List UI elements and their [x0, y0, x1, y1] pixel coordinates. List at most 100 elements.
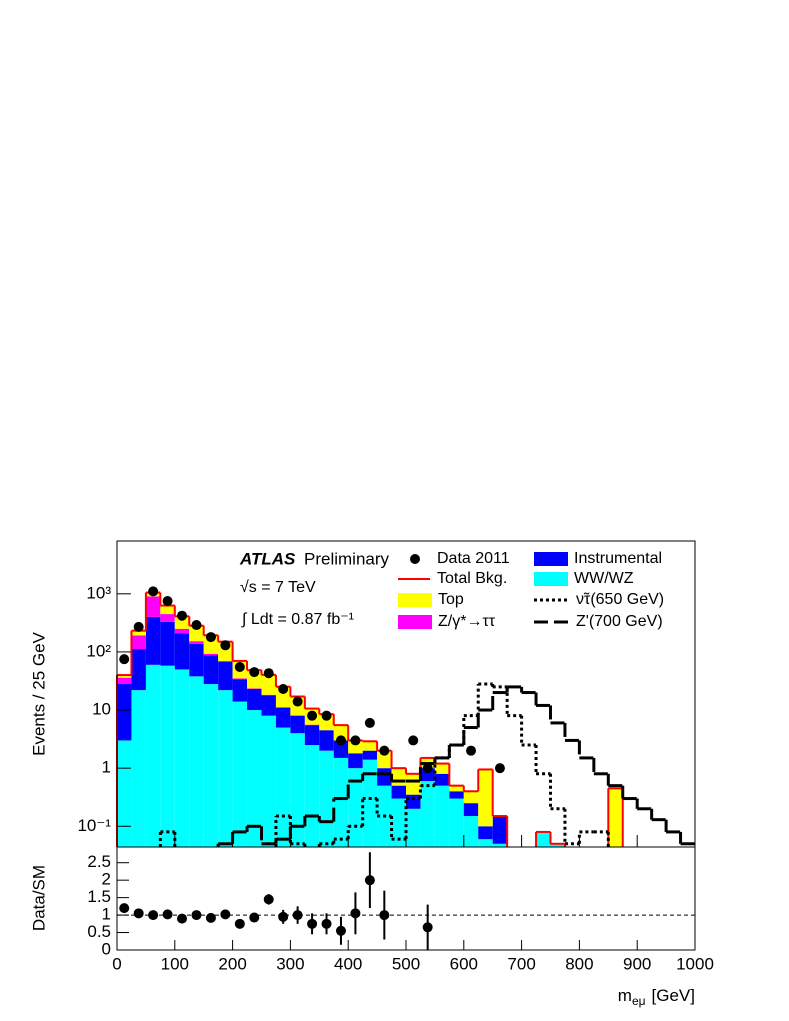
- ratio-y-tick-label: 2.5: [87, 852, 111, 871]
- legend-label: WW/WZ: [574, 570, 634, 587]
- stack-segment: [449, 791, 464, 799]
- stack-segment: [218, 662, 233, 691]
- ratio-point: [307, 918, 318, 929]
- stack-segment: [189, 625, 204, 642]
- stack-segment: [420, 781, 435, 847]
- stack-segment: [391, 768, 406, 786]
- stack-segment: [189, 676, 204, 847]
- ratio-point: [205, 912, 216, 923]
- stack-segment: [117, 677, 132, 685]
- data-point: [422, 763, 433, 774]
- y-tick-label: 10³: [86, 583, 111, 602]
- stack-segment: [145, 616, 161, 665]
- legend-label: Total Bkg.: [437, 570, 507, 587]
- x-tick-label: 1000: [676, 954, 714, 973]
- y-tick-label: 10⁻¹: [77, 816, 111, 835]
- y-tick-label: 1: [102, 758, 111, 777]
- ratio-point: [249, 912, 260, 923]
- experiment: ATLAS: [239, 549, 296, 568]
- data-point: [220, 640, 231, 651]
- stack-segment: [275, 707, 291, 728]
- data-point: [133, 621, 144, 632]
- stack-segment: [449, 785, 464, 792]
- status: Preliminary: [304, 549, 390, 568]
- stack-segment: [463, 791, 479, 804]
- legend-marker: [398, 593, 432, 607]
- data-point: [307, 710, 318, 721]
- stack-segment: [131, 690, 146, 847]
- stack-segment: [449, 798, 464, 847]
- x-label-sub: eμ: [632, 994, 646, 1008]
- data-point: [292, 696, 303, 707]
- data-point: [278, 684, 289, 695]
- ratio-frame: [116, 846, 696, 951]
- stack-segment: [218, 690, 233, 847]
- ratio-point: [292, 910, 303, 921]
- y-tick-label: 10²: [86, 641, 111, 660]
- ratio-point: [133, 908, 144, 919]
- stack-segment: [160, 665, 175, 847]
- stack-segment: [434, 763, 450, 774]
- stack-segment: [290, 733, 305, 847]
- stack-segment: [203, 653, 219, 656]
- stack-segment: [333, 740, 349, 758]
- legend-marker: [534, 552, 568, 566]
- stack-segment: [492, 816, 508, 844]
- stack-segment: [131, 635, 146, 650]
- x-tick-label: 300: [276, 954, 304, 973]
- data-point: [234, 662, 245, 673]
- y-tick-label: 10: [92, 700, 111, 719]
- legend-label: Data 2011: [437, 550, 510, 567]
- x-tick-label: 0: [112, 954, 121, 973]
- ratio-point: [422, 922, 433, 933]
- ratio-point: [119, 903, 130, 914]
- legend-label: Top: [438, 591, 464, 608]
- stack-segment: [391, 785, 406, 799]
- legend-marker: [410, 554, 420, 564]
- stack-segment: [131, 630, 146, 636]
- stack-segment: [304, 725, 320, 746]
- stack-segment: [145, 596, 161, 617]
- ratio-point: [234, 918, 245, 929]
- stack-segment: [391, 798, 406, 847]
- ratio-point: [263, 894, 274, 905]
- data-point: [177, 610, 188, 621]
- energy: √s = 7 TeV: [240, 579, 316, 596]
- x-label-unit: [GeV]: [652, 986, 695, 1005]
- stack-segment: [261, 715, 276, 847]
- stack-segment: [478, 769, 493, 827]
- ratio-y-tick-label: 1: [102, 905, 111, 924]
- stack-segment: [434, 785, 450, 847]
- legend-label: ν̃τ(650 GeV): [576, 591, 664, 608]
- data-point: [350, 735, 361, 746]
- stack-segment: [536, 831, 551, 847]
- ratio-point: [350, 908, 361, 919]
- data-point: [119, 654, 130, 665]
- stack-segment: [247, 688, 262, 690]
- stack-segment: [247, 710, 262, 847]
- stack-segment: [608, 788, 623, 847]
- stack-segment: [492, 843, 508, 847]
- stack-segment: [275, 727, 291, 847]
- stack-segment: [304, 745, 320, 847]
- stack-segment: [261, 674, 276, 695]
- data-point: [321, 710, 332, 721]
- stack-segment: [160, 614, 175, 622]
- y-axis-label: Events / 25 GeV: [29, 631, 48, 755]
- stack-segment: [406, 808, 421, 847]
- data-point: [364, 717, 375, 728]
- x-tick-label: 500: [392, 954, 420, 973]
- stack-segment: [362, 741, 378, 751]
- stack-segment: [406, 773, 421, 795]
- data-point: [249, 667, 260, 678]
- stack-segment: [377, 750, 392, 769]
- stack-segment: [478, 839, 493, 847]
- data-point: [162, 596, 173, 607]
- stack-segment: [174, 633, 190, 670]
- ratio-point: [177, 913, 188, 924]
- stack-segment: [232, 701, 248, 847]
- stack-segment: [203, 684, 219, 847]
- legend-marker: [398, 615, 432, 629]
- stack-segment: [117, 684, 132, 741]
